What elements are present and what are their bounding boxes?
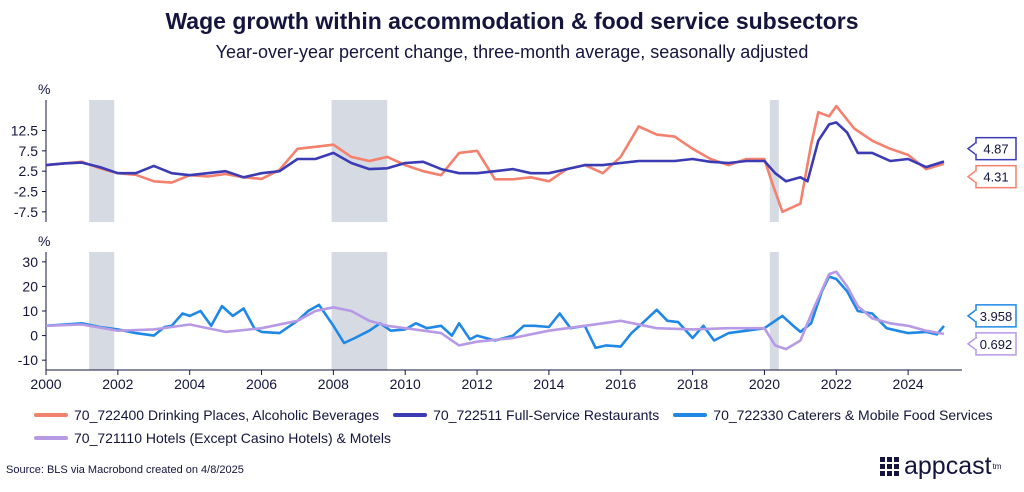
y-tick-label: 12.5 xyxy=(11,123,38,139)
end-label-pointer-caterers xyxy=(966,308,977,324)
y-tick-label: 2.5 xyxy=(19,163,39,179)
logo-trademark: tm xyxy=(992,462,1002,471)
end-label-pointer-drinking xyxy=(966,169,977,185)
y-tick-label: -10 xyxy=(18,352,38,368)
x-tick-label: 2000 xyxy=(30,376,61,392)
chart-canvas: 12.57.52.5-2.5-7.5%4.874.313020100-10%20… xyxy=(11,81,1017,392)
legend-swatch-hotels xyxy=(34,435,68,440)
appcast-logo: appcast tm xyxy=(880,452,1001,481)
end-label-caterers: 3.958 xyxy=(980,309,1013,324)
recession-band-2-1 xyxy=(89,252,115,370)
y-tick-label: -2.5 xyxy=(14,184,38,200)
x-tick-label: 2018 xyxy=(677,376,708,392)
y-tick-label: 7.5 xyxy=(19,143,39,159)
y-tick-label: -7.5 xyxy=(14,204,38,220)
x-tick-label: 2020 xyxy=(749,376,780,392)
legend-swatch-full-service xyxy=(393,412,428,417)
grid-dots-icon xyxy=(880,457,899,476)
y-tick-label: 20 xyxy=(22,278,38,294)
end-label-pointer-full_service xyxy=(966,141,977,157)
y-axis-unit-1: % xyxy=(38,81,50,97)
y-tick-label: 10 xyxy=(22,303,38,319)
x-tick-label: 2002 xyxy=(102,376,133,392)
x-tick-label: 2016 xyxy=(605,376,636,392)
legend-swatch-drinking xyxy=(34,412,68,417)
legend-item-drinking: 70_722400 Drinking Places, Alcoholic Bev… xyxy=(34,405,379,424)
x-tick-label: 2012 xyxy=(461,376,492,392)
recession-band-2-3 xyxy=(769,252,779,370)
y-axis-unit-2: % xyxy=(38,233,50,249)
end-label-pointer-hotels xyxy=(966,336,977,352)
recession-band-1-1 xyxy=(89,100,115,222)
source-note: Source: BLS via Macrobond created on 4/8… xyxy=(6,464,244,476)
recession-band-1-3 xyxy=(769,100,779,222)
x-tick-label: 2022 xyxy=(821,376,852,392)
series-line-drinking xyxy=(46,104,945,214)
series-line-hotels xyxy=(46,270,945,351)
x-tick-label: 2010 xyxy=(390,376,421,392)
chart-subtitle: Year-over-year percent change, three-mon… xyxy=(215,42,809,62)
end-label-joint-drinking xyxy=(975,171,978,182)
end-label-hotels: 0.692 xyxy=(980,337,1013,352)
legend-item-full-service: 70_722511 Full-Service Restaurants xyxy=(393,405,659,424)
recession-band-2-2 xyxy=(331,252,388,370)
end-label-joint-caterers xyxy=(975,310,978,321)
legend-label-caterers: 70_722330 Caterers & Mobile Food Service… xyxy=(713,406,993,423)
x-tick-label: 2006 xyxy=(246,376,277,392)
series-line-caterers xyxy=(46,275,945,350)
legend-label-full-service: 70_722511 Full-Service Restaurants xyxy=(433,406,660,423)
legend-label-hotels: 70_721110 Hotels (Except Casino Hotels) … xyxy=(74,429,391,446)
logo-text: appcast xyxy=(904,452,992,480)
recession-band-1-2 xyxy=(331,100,388,222)
legend: 70_722400 Drinking Places, Alcoholic Bev… xyxy=(34,405,1014,447)
end-label-joint-full_service xyxy=(975,143,978,154)
legend-item-caterers: 70_722330 Caterers & Mobile Food Service… xyxy=(673,405,993,424)
x-tick-label: 2014 xyxy=(533,376,564,392)
y-tick-label: 30 xyxy=(22,254,38,270)
x-tick-label: 2004 xyxy=(174,376,205,392)
end-label-joint-hotels xyxy=(975,338,978,349)
chart-title: Wage growth within accommodation & food … xyxy=(165,8,859,34)
legend-label-drinking: 70_722400 Drinking Places, Alcoholic Bev… xyxy=(74,406,380,423)
series-line-full_service xyxy=(46,121,945,183)
legend-item-hotels: 70_721110 Hotels (Except Casino Hotels) … xyxy=(34,428,391,447)
end-label-full_service: 4.87 xyxy=(983,142,1008,157)
end-label-drinking: 4.31 xyxy=(983,170,1008,185)
x-tick-label: 2024 xyxy=(893,376,924,392)
legend-swatch-caterers xyxy=(673,412,708,417)
y-tick-label: 0 xyxy=(30,328,38,344)
x-tick-label: 2008 xyxy=(318,376,349,392)
